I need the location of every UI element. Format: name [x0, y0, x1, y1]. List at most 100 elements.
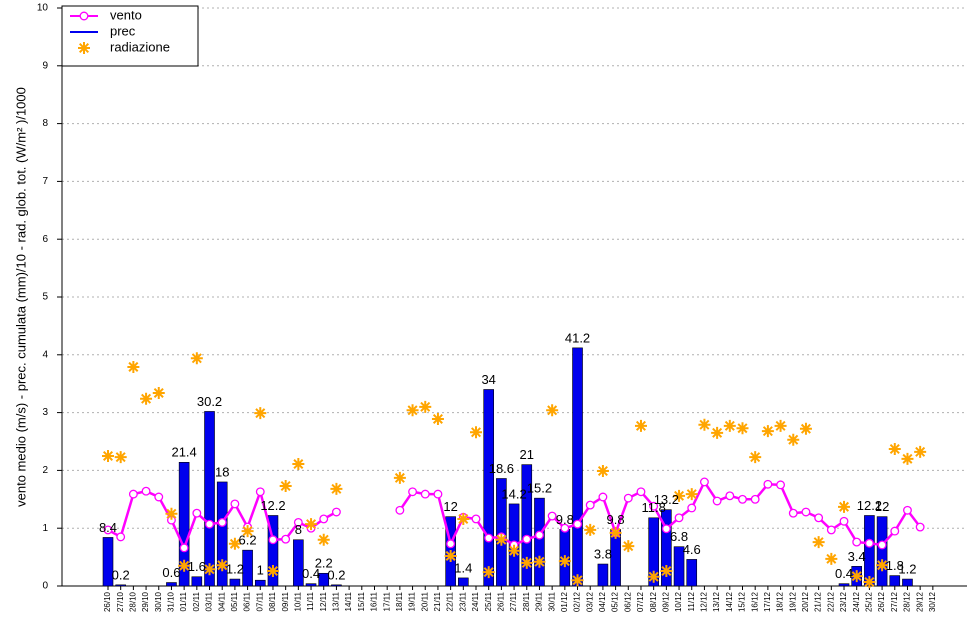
x-tick-label: 05/12 [611, 591, 620, 612]
x-tick-label: 11/11 [306, 591, 315, 610]
line-marker [446, 539, 456, 549]
x-tick-label: 22/11 [446, 591, 455, 611]
x-tick-label: 12/12 [700, 591, 709, 612]
star-point [774, 419, 787, 432]
star-point [533, 555, 546, 568]
data-label: 12 [875, 499, 889, 514]
bar [102, 537, 114, 587]
x-tick-label: 23/12 [839, 591, 848, 612]
x-tick-label: 05/11 [230, 591, 239, 611]
star-point [787, 433, 800, 446]
x-tick-label: 27/12 [890, 591, 899, 612]
star-point [799, 422, 812, 435]
star-point [406, 404, 419, 417]
x-tick-label: 30/12 [928, 591, 937, 612]
x-tick-label: 02/12 [573, 591, 582, 612]
line-marker [725, 491, 735, 501]
x-tick-label: 28/11 [522, 591, 531, 611]
bar [267, 515, 279, 587]
x-tick-label: 21/11 [433, 591, 442, 611]
line-marker [699, 477, 709, 487]
bar [483, 389, 495, 587]
line-marker [852, 537, 862, 547]
y-axis-label: vento medio (m/s) - prec. cumulata (mm)/… [13, 87, 28, 507]
star-point [393, 471, 406, 484]
x-tick-label: 16/12 [750, 591, 759, 612]
star-point [190, 352, 203, 365]
line-marker [484, 533, 494, 543]
bar [166, 582, 177, 587]
star-point [520, 556, 533, 569]
line-marker [890, 526, 900, 536]
x-tick-label: 06/11 [243, 591, 252, 611]
line-marker [230, 499, 240, 509]
x-tick-label: 13/12 [712, 591, 721, 612]
x-tick-label: 07/11 [255, 591, 264, 611]
x-tick-label: 07/12 [636, 591, 645, 612]
x-tick-label: 28/12 [903, 591, 912, 612]
x-tick-label: 12/11 [319, 591, 328, 611]
data-label: 0.2 [112, 567, 130, 582]
x-tick-label: 15/11 [357, 591, 366, 611]
y-tick-label: 5 [42, 292, 48, 303]
star-point [838, 500, 851, 513]
data-label: 0.2 [327, 567, 345, 582]
legend-key [78, 42, 90, 54]
data-label: 3.4 [848, 549, 866, 564]
star-point [482, 566, 495, 579]
star-point [584, 523, 597, 536]
bar [661, 509, 672, 587]
data-label: 34 [481, 372, 495, 387]
x-tick-label: 19/12 [788, 591, 797, 612]
star-point [825, 552, 838, 565]
star-point [711, 426, 724, 439]
bar [204, 411, 215, 587]
line-marker [598, 492, 608, 502]
bar [838, 583, 850, 587]
y-tick-label: 8 [42, 118, 48, 129]
x-tick-label: 20/11 [420, 591, 429, 611]
bar [191, 576, 203, 587]
x-tick-label: 19/11 [408, 591, 417, 611]
bar [178, 462, 190, 587]
star-point [660, 564, 673, 577]
bar [889, 575, 901, 587]
star-point [546, 404, 559, 417]
bar [331, 584, 342, 587]
star-point [901, 452, 914, 465]
star-point [216, 559, 229, 572]
star-point [165, 507, 178, 520]
x-tick-label: 27/10 [116, 591, 125, 612]
x-tick-label: 01/11 [179, 591, 188, 611]
data-label: 1.8 [886, 558, 904, 573]
star-point [330, 482, 343, 495]
line-marker [141, 486, 151, 496]
x-tick-label: 31/10 [167, 591, 176, 612]
star-point [634, 419, 647, 432]
legend-key [79, 11, 89, 21]
x-tick-label: 29/12 [915, 591, 924, 612]
bar [318, 572, 330, 587]
star-point [140, 392, 153, 405]
star-point [279, 480, 292, 493]
star-point [152, 386, 165, 399]
line-marker [801, 507, 811, 517]
star-point [228, 537, 241, 550]
star-point [812, 536, 825, 549]
line-marker [738, 494, 747, 504]
x-tick-label: 16/11 [370, 591, 379, 611]
line-marker [408, 487, 418, 497]
x-tick-label: 06/12 [623, 591, 632, 612]
line-marker [788, 508, 798, 518]
star-point [431, 412, 444, 425]
line-marker [281, 534, 291, 544]
line-marker [433, 489, 443, 499]
x-tick-label: 21/12 [814, 591, 823, 612]
line-marker [814, 513, 824, 523]
star-point [698, 418, 711, 431]
data-label: 15.2 [527, 481, 552, 496]
bar [229, 578, 241, 587]
star-point [609, 526, 622, 539]
star-point [444, 549, 457, 562]
x-tick-label: 24/11 [471, 591, 480, 611]
